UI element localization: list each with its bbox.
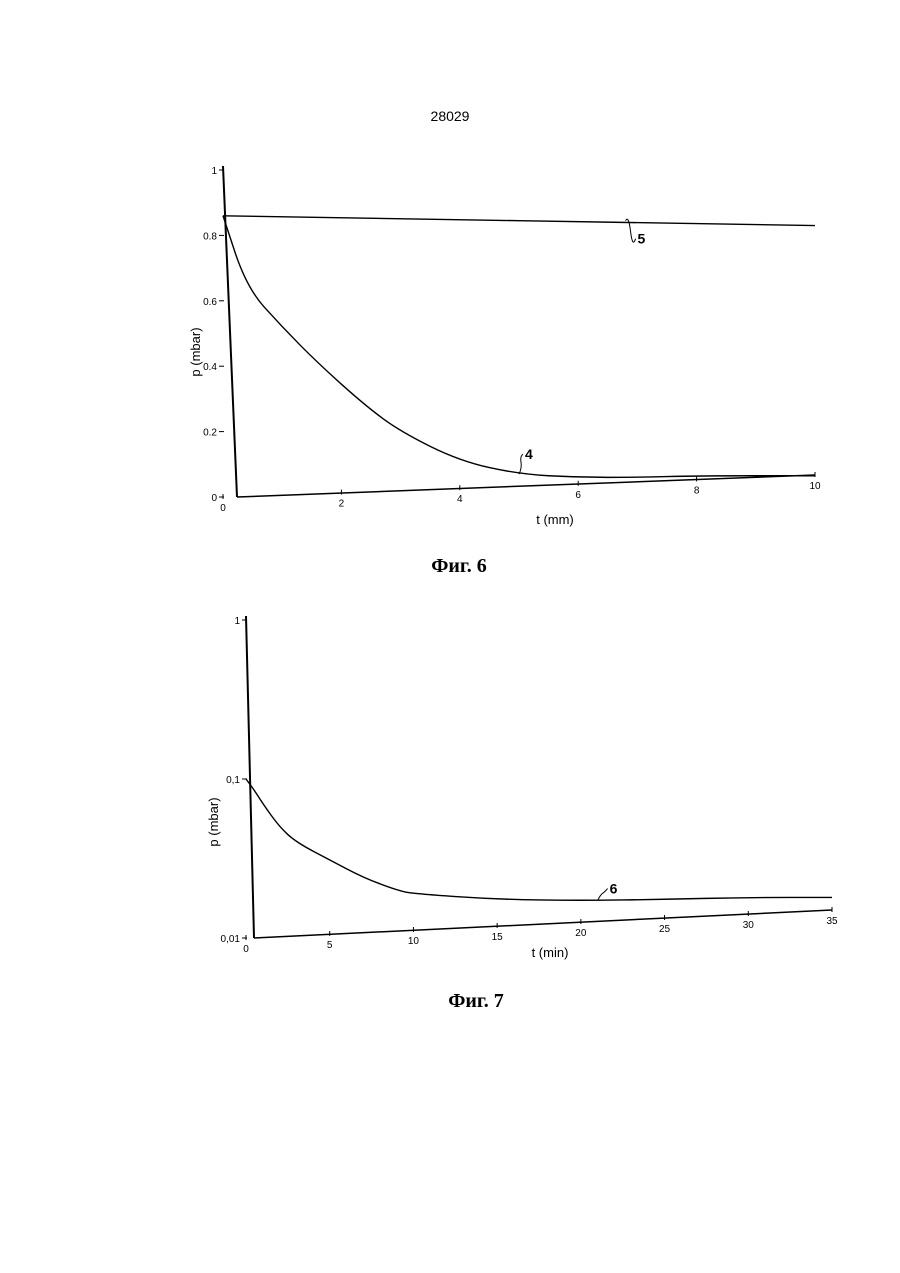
y-tick-label: 0,01 [221,934,241,945]
x-axis-title: t (min) [532,945,569,960]
x-tick-label: 20 [575,928,587,939]
x-tick-label: 10 [408,936,420,947]
x-tick-label: 0 [243,944,249,955]
y-tick-label: 1 [234,616,240,627]
x-tick-label: 30 [743,920,755,931]
x-tick-label: 5 [327,940,333,951]
series-line-6 [246,779,832,900]
series-label-leader [598,889,608,901]
y-axis [246,616,254,938]
x-tick-label: 25 [659,924,671,935]
y-axis-title: p (mbar) [206,797,221,846]
figure-caption-7: Фиг. 7 [26,990,900,1013]
x-tick-label: 35 [826,916,838,927]
y-tick-label: 0,1 [226,775,240,786]
series-label-6: 6 [610,881,618,897]
x-tick-label: 15 [492,932,504,943]
